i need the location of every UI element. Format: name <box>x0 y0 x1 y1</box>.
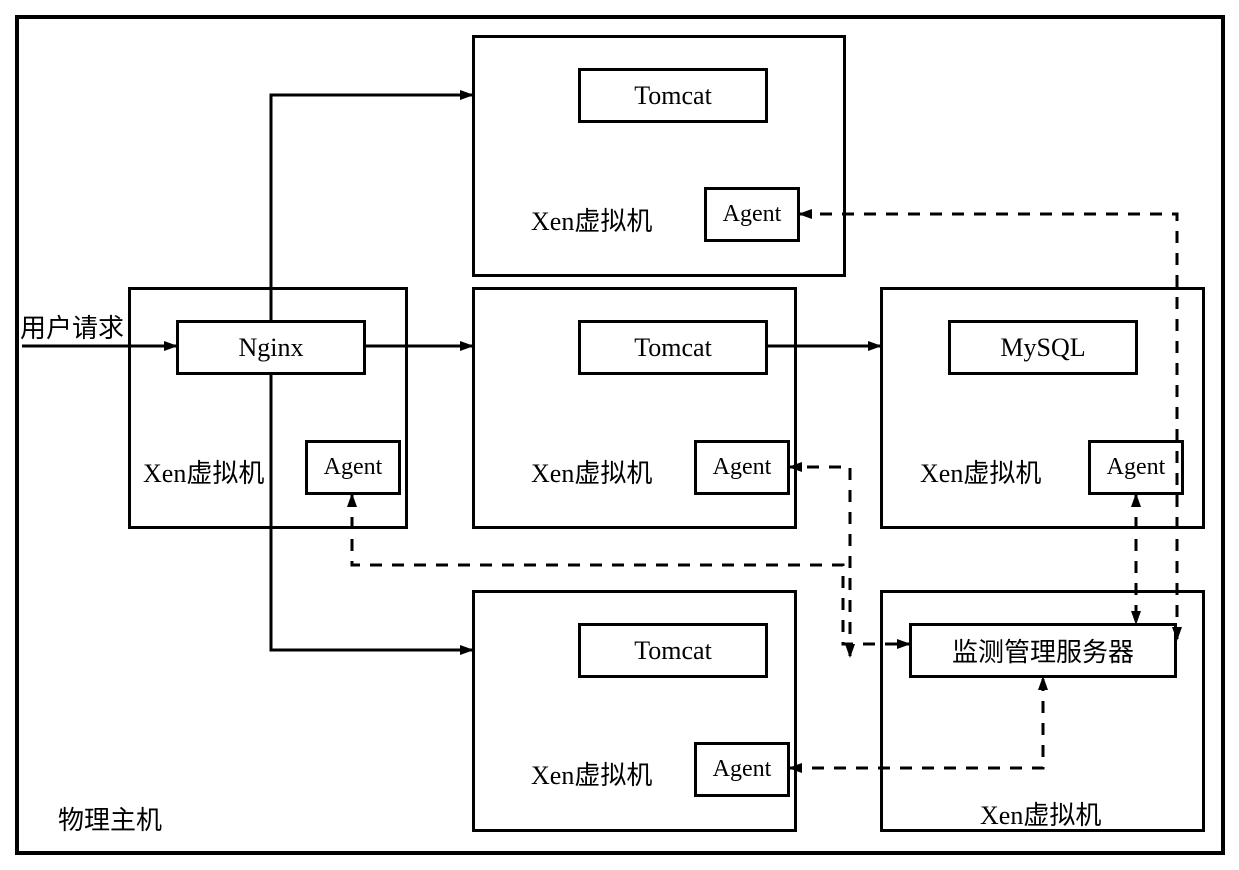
arrows-layer <box>0 0 1239 870</box>
arrow-nginx-to-tomcat1 <box>271 95 472 320</box>
arrow-monitor-agent-nginx <box>352 495 909 644</box>
arrow-monitor-agent2 <box>790 467 850 656</box>
arrow-monitor-agent3 <box>790 678 1043 768</box>
arrow-nginx-to-tomcat3 <box>271 375 472 650</box>
arrow-monitor-agent1 <box>800 214 1177 639</box>
